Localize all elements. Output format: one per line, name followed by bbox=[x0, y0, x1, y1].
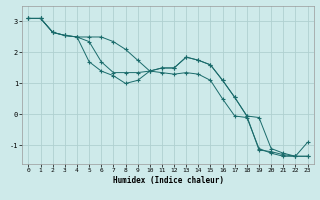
X-axis label: Humidex (Indice chaleur): Humidex (Indice chaleur) bbox=[113, 176, 223, 185]
